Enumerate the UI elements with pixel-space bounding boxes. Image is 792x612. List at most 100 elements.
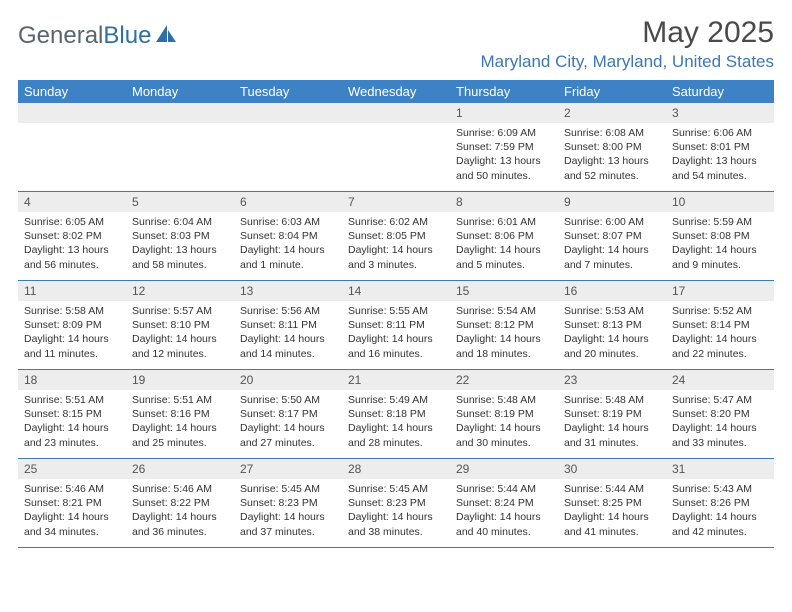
daylight-text: Daylight: 13 hours and 58 minutes.: [132, 243, 228, 271]
day-cell: [234, 103, 342, 191]
day-body: Sunrise: 6:00 AMSunset: 8:07 PMDaylight:…: [558, 212, 666, 276]
day-cell: 23 Sunrise: 5:48 AMSunset: 8:19 PMDayligh…: [558, 370, 666, 458]
sunrise-text: Sunrise: 5:51 AM: [24, 393, 120, 407]
sunrise-text: Sunrise: 5:54 AM: [456, 304, 552, 318]
day-cell: 21Sunrise: 5:49 AMSunset: 8:18 PMDayligh…: [342, 370, 450, 458]
day-number: 11: [18, 281, 126, 301]
day-body: Sunrise: 6:01 AMSunset: 8:06 PMDaylight:…: [450, 212, 558, 276]
sunrise-text: Sunrise: 5:49 AM: [348, 393, 444, 407]
sunrise-text: Sunrise: 5:53 AM: [564, 304, 660, 318]
sunrise-text: Sunrise: 6:08 AM: [564, 126, 660, 140]
day-header: Saturday: [666, 80, 774, 103]
sunrise-text: Sunrise: 5:46 AM: [24, 482, 120, 496]
daylight-text: Daylight: 14 hours and 22 minutes.: [672, 332, 768, 360]
sunset-text: Sunset: 8:26 PM: [672, 496, 768, 510]
sunset-text: Sunset: 8:22 PM: [132, 496, 228, 510]
day-number: 19: [126, 370, 234, 390]
sunset-text: Sunset: 8:08 PM: [672, 229, 768, 243]
day-body: Sunrise: 5:49 AMSunset: 8:18 PMDaylight:…: [342, 390, 450, 454]
daylight-text: Daylight: 14 hours and 38 minutes.: [348, 510, 444, 538]
day-number: 17: [666, 281, 774, 301]
sunset-text: Sunset: 8:21 PM: [24, 496, 120, 510]
sunset-text: Sunset: 8:19 PM: [564, 407, 660, 421]
day-number: 13: [234, 281, 342, 301]
sunset-text: Sunset: 8:16 PM: [132, 407, 228, 421]
daylight-text: Daylight: 14 hours and 34 minutes.: [24, 510, 120, 538]
day-body: Sunrise: 5:43 AMSunset: 8:26 PMDaylight:…: [666, 479, 774, 543]
day-number: 21: [342, 370, 450, 390]
day-cell: 24Sunrise: 5:47 AMSunset: 8:20 PMDayligh…: [666, 370, 774, 458]
day-cell: 10Sunrise: 5:59 AMSunset: 8:08 PMDayligh…: [666, 192, 774, 280]
day-cell: 17Sunrise: 5:52 AMSunset: 8:14 PMDayligh…: [666, 281, 774, 369]
logo: GeneralBlue: [18, 16, 177, 50]
day-cell: 12Sunrise: 5:57 AMSunset: 8:10 PMDayligh…: [126, 281, 234, 369]
daylight-text: Daylight: 14 hours and 5 minutes.: [456, 243, 552, 271]
sunrise-text: Sunrise: 5:48 AM: [564, 393, 660, 407]
sunset-text: Sunset: 8:01 PM: [672, 140, 768, 154]
sunrise-text: Sunrise: 5:44 AM: [564, 482, 660, 496]
day-number: 23: [558, 370, 666, 390]
day-cell: 30Sunrise: 5:44 AMSunset: 8:25 PMDayligh…: [558, 459, 666, 547]
sunrise-text: Sunrise: 6:09 AM: [456, 126, 552, 140]
sunset-text: Sunset: 8:19 PM: [456, 407, 552, 421]
daylight-text: Daylight: 14 hours and 20 minutes.: [564, 332, 660, 360]
day-number: 5: [126, 192, 234, 212]
day-number: 10: [666, 192, 774, 212]
day-body: Sunrise: 6:08 AMSunset: 8:00 PMDaylight:…: [558, 123, 666, 187]
day-body: Sunrise: 5:51 AMSunset: 8:15 PMDaylight:…: [18, 390, 126, 454]
day-body: Sunrise: 6:04 AMSunset: 8:03 PMDaylight:…: [126, 212, 234, 276]
sunset-text: Sunset: 8:14 PM: [672, 318, 768, 332]
daylight-text: Daylight: 14 hours and 31 minutes.: [564, 421, 660, 449]
day-cell: [18, 103, 126, 191]
day-cell: 13Sunrise: 5:56 AMSunset: 8:11 PMDayligh…: [234, 281, 342, 369]
week-row: 11Sunrise: 5:58 AMSunset: 8:09 PMDayligh…: [18, 281, 774, 370]
day-cell: 15Sunrise: 5:54 AMSunset: 8:12 PMDayligh…: [450, 281, 558, 369]
day-cell: 1Sunrise: 6:09 AMSunset: 7:59 PMDaylight…: [450, 103, 558, 191]
sunrise-text: Sunrise: 5:45 AM: [348, 482, 444, 496]
daylight-text: Daylight: 14 hours and 3 minutes.: [348, 243, 444, 271]
day-body: Sunrise: 5:44 AMSunset: 8:24 PMDaylight:…: [450, 479, 558, 543]
daylight-text: Daylight: 14 hours and 25 minutes.: [132, 421, 228, 449]
sunrise-text: Sunrise: 5:56 AM: [240, 304, 336, 318]
daylight-text: Daylight: 14 hours and 40 minutes.: [456, 510, 552, 538]
day-number: 6: [234, 192, 342, 212]
day-cell: 22Sunrise: 5:48 AMSunset: 8:19 PMDayligh…: [450, 370, 558, 458]
day-cell: 20Sunrise: 5:50 AMSunset: 8:17 PMDayligh…: [234, 370, 342, 458]
daylight-text: Daylight: 13 hours and 50 minutes.: [456, 154, 552, 182]
location: Maryland City, Maryland, United States: [480, 52, 774, 72]
day-body: Sunrise: 6:05 AMSunset: 8:02 PMDaylight:…: [18, 212, 126, 276]
daylight-text: Daylight: 14 hours and 23 minutes.: [24, 421, 120, 449]
daylight-text: Daylight: 13 hours and 54 minutes.: [672, 154, 768, 182]
day-cell: 7Sunrise: 6:02 AMSunset: 8:05 PMDaylight…: [342, 192, 450, 280]
daylight-text: Daylight: 14 hours and 18 minutes.: [456, 332, 552, 360]
day-number: 14: [342, 281, 450, 301]
day-body: Sunrise: 5:52 AMSunset: 8:14 PMDaylight:…: [666, 301, 774, 365]
sunrise-text: Sunrise: 5:55 AM: [348, 304, 444, 318]
day-body: Sunrise: 6:09 AMSunset: 7:59 PMDaylight:…: [450, 123, 558, 187]
sunrise-text: Sunrise: 6:03 AM: [240, 215, 336, 229]
day-number: 26: [126, 459, 234, 479]
sunset-text: Sunset: 8:23 PM: [240, 496, 336, 510]
sunrise-text: Sunrise: 5:46 AM: [132, 482, 228, 496]
weeks-container: 1Sunrise: 6:09 AMSunset: 7:59 PMDaylight…: [18, 103, 774, 548]
daylight-text: Daylight: 14 hours and 9 minutes.: [672, 243, 768, 271]
day-body: Sunrise: 5:50 AMSunset: 8:17 PMDaylight:…: [234, 390, 342, 454]
day-number: 25: [18, 459, 126, 479]
day-body: Sunrise: 6:03 AMSunset: 8:04 PMDaylight:…: [234, 212, 342, 276]
day-body: Sunrise: 5:45 AMSunset: 8:23 PMDaylight:…: [234, 479, 342, 543]
day-cell: 4Sunrise: 6:05 AMSunset: 8:02 PMDaylight…: [18, 192, 126, 280]
day-cell: 2Sunrise: 6:08 AMSunset: 8:00 PMDaylight…: [558, 103, 666, 191]
day-cell: [342, 103, 450, 191]
day-header: Wednesday: [342, 80, 450, 103]
day-number: 28: [342, 459, 450, 479]
sunrise-text: Sunrise: 6:04 AM: [132, 215, 228, 229]
sunset-text: Sunset: 8:25 PM: [564, 496, 660, 510]
day-body: Sunrise: 5:56 AMSunset: 8:11 PMDaylight:…: [234, 301, 342, 365]
daylight-text: Daylight: 14 hours and 30 minutes.: [456, 421, 552, 449]
day-number: 27: [234, 459, 342, 479]
month-title: May 2025: [480, 16, 774, 50]
week-row: 1Sunrise: 6:09 AMSunset: 7:59 PMDaylight…: [18, 103, 774, 192]
sunrise-text: Sunrise: 6:01 AM: [456, 215, 552, 229]
day-body: Sunrise: 5:54 AMSunset: 8:12 PMDaylight:…: [450, 301, 558, 365]
daylight-text: Daylight: 14 hours and 1 minute.: [240, 243, 336, 271]
